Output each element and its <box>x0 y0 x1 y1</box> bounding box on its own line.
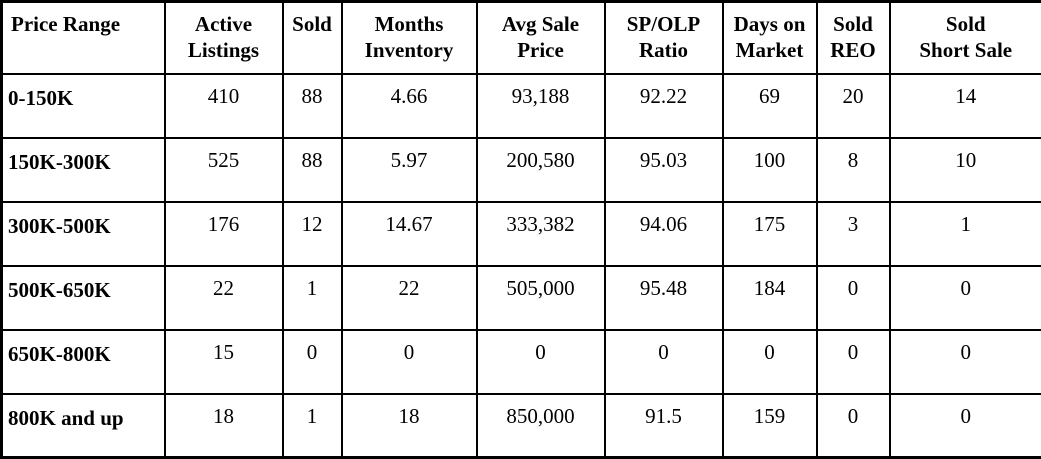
days-on-market-cell: 100 <box>721 136 818 203</box>
months-inventory-cell: 5.97 <box>340 136 478 203</box>
active-listings-cell: 18 <box>163 392 284 459</box>
days-on-market-cell: 175 <box>721 200 818 267</box>
header-label-line1: Price Range <box>11 12 121 36</box>
header-days-on-market: Days on Market <box>721 0 818 75</box>
sold-cell: 1 <box>281 264 343 331</box>
sold-reo-cell: 20 <box>815 72 891 139</box>
header-months-inventory: Months Inventory <box>340 0 478 75</box>
months-inventory-cell: 18 <box>340 392 478 459</box>
header-row: Price Range Active Listings Sold Months … <box>0 0 1041 75</box>
header-active-listings: Active Listings <box>163 0 284 75</box>
table-row: 800K and up 18 1 18 850,000 91.5 159 0 0 <box>0 392 1041 459</box>
price-range-cell: 0-150K <box>0 72 166 139</box>
header-avg-sale-price: Avg Sale Price <box>475 0 606 75</box>
header-label-line1: Months <box>374 12 444 36</box>
price-range-cell: 500K-650K <box>0 264 166 331</box>
sold-cell: 0 <box>281 328 343 395</box>
sold-cell: 1 <box>281 392 343 459</box>
table-row: 300K-500K 176 12 14.67 333,382 94.06 175… <box>0 200 1041 267</box>
months-inventory-cell: 4.66 <box>340 72 478 139</box>
active-listings-cell: 15 <box>163 328 284 395</box>
active-listings-cell: 410 <box>163 72 284 139</box>
table-row: 150K-300K 525 88 5.97 200,580 95.03 100 … <box>0 136 1041 203</box>
active-listings-cell: 22 <box>163 264 284 331</box>
header-sold: Sold <box>281 0 343 75</box>
sold-short-sale-cell: 0 <box>888 264 1041 331</box>
header-label-line1: Avg Sale <box>501 12 580 36</box>
sold-reo-cell: 0 <box>815 328 891 395</box>
avg-sale-price-cell: 0 <box>475 328 606 395</box>
sold-reo-cell: 0 <box>815 264 891 331</box>
header-label-line2: Price <box>517 38 564 62</box>
header-label-line2: Ratio <box>639 38 688 62</box>
header-label-line1: Sold <box>945 12 986 36</box>
price-range-cell: 300K-500K <box>0 200 166 267</box>
header-label-line2: Market <box>735 38 804 62</box>
sold-short-sale-cell: 0 <box>888 328 1041 395</box>
price-range-cell: 150K-300K <box>0 136 166 203</box>
days-on-market-cell: 184 <box>721 264 818 331</box>
sold-cell: 88 <box>281 72 343 139</box>
price-range-cell: 800K and up <box>0 392 166 459</box>
header-label-line1: SP/OLP <box>626 12 701 36</box>
header-price-range: Price Range <box>0 0 166 75</box>
sp-olp-ratio-cell: 95.03 <box>603 136 724 203</box>
header-label-line1: Active <box>194 12 253 36</box>
sp-olp-ratio-cell: 92.22 <box>603 72 724 139</box>
sp-olp-ratio-cell: 95.48 <box>603 264 724 331</box>
active-listings-cell: 525 <box>163 136 284 203</box>
table-row: 0-150K 410 88 4.66 93,188 92.22 69 20 14 <box>0 72 1041 139</box>
sp-olp-ratio-cell: 94.06 <box>603 200 724 267</box>
sp-olp-ratio-cell: 91.5 <box>603 392 724 459</box>
months-inventory-cell: 22 <box>340 264 478 331</box>
avg-sale-price-cell: 93,188 <box>475 72 606 139</box>
header-label-line2: Listings <box>187 38 260 62</box>
header-label-line1: Sold <box>292 12 332 36</box>
sold-reo-cell: 8 <box>815 136 891 203</box>
days-on-market-cell: 69 <box>721 72 818 139</box>
header-label-line1: Days on <box>733 12 806 36</box>
avg-sale-price-cell: 333,382 <box>475 200 606 267</box>
days-on-market-cell: 0 <box>721 328 818 395</box>
avg-sale-price-cell: 200,580 <box>475 136 606 203</box>
header-label-line1: Sold <box>833 12 873 36</box>
avg-sale-price-cell: 505,000 <box>475 264 606 331</box>
active-listings-cell: 176 <box>163 200 284 267</box>
months-inventory-cell: 14.67 <box>340 200 478 267</box>
sold-short-sale-cell: 1 <box>888 200 1041 267</box>
header-sold-short-sale: Sold Short Sale <box>888 0 1041 75</box>
sold-short-sale-cell: 14 <box>888 72 1041 139</box>
sold-reo-cell: 3 <box>815 200 891 267</box>
sold-reo-cell: 0 <box>815 392 891 459</box>
header-sp-olp-ratio: SP/OLP Ratio <box>603 0 724 75</box>
avg-sale-price-cell: 850,000 <box>475 392 606 459</box>
months-inventory-cell: 0 <box>340 328 478 395</box>
sold-short-sale-cell: 10 <box>888 136 1041 203</box>
header-label-line2: Inventory <box>364 38 454 62</box>
sold-short-sale-cell: 0 <box>888 392 1041 459</box>
sold-cell: 12 <box>281 200 343 267</box>
table-row: 650K-800K 15 0 0 0 0 0 0 0 <box>0 328 1041 395</box>
sold-cell: 88 <box>281 136 343 203</box>
days-on-market-cell: 159 <box>721 392 818 459</box>
header-label-line2: Short Sale <box>919 38 1013 62</box>
price-range-cell: 650K-800K <box>0 328 166 395</box>
header-label-line2: REO <box>830 38 876 62</box>
header-sold-reo: Sold REO <box>815 0 891 75</box>
table-row: 500K-650K 22 1 22 505,000 95.48 184 0 0 <box>0 264 1041 331</box>
sp-olp-ratio-cell: 0 <box>603 328 724 395</box>
